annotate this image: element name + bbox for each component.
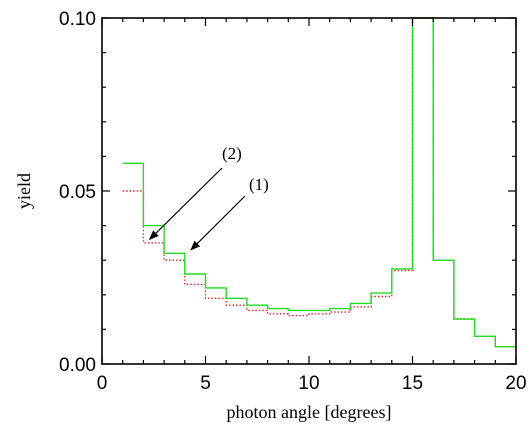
x-tick-label: 20 [505,373,526,394]
annotation-label-1: (2) [222,144,242,163]
y-tick-label: 0.00 [59,355,96,376]
series-line-2 [122,17,516,348]
x-tick-label: 15 [402,373,423,394]
x-tick-label: 10 [298,373,319,394]
labels-layer: 0 5 10 15 20 0.00 0.05 0.10 [59,9,527,394]
y-tick-label: 0.05 [59,182,96,203]
y-tick-label: 0.10 [59,9,96,30]
annotation-layer: (2) (1) [148,144,269,251]
series-line-1 [122,17,516,348]
annotation-arrow-1 [148,167,223,241]
series-layer [122,17,516,348]
annotation-label-2: (1) [249,175,269,194]
y-axis-title: yield [14,173,34,209]
x-tick-label: 5 [200,373,211,394]
x-axis-title: photon angle [degrees] [227,402,392,422]
annotation-arrow-2 [190,195,246,251]
x-tick-label: 0 [97,373,108,394]
ticks-layer [101,17,517,365]
